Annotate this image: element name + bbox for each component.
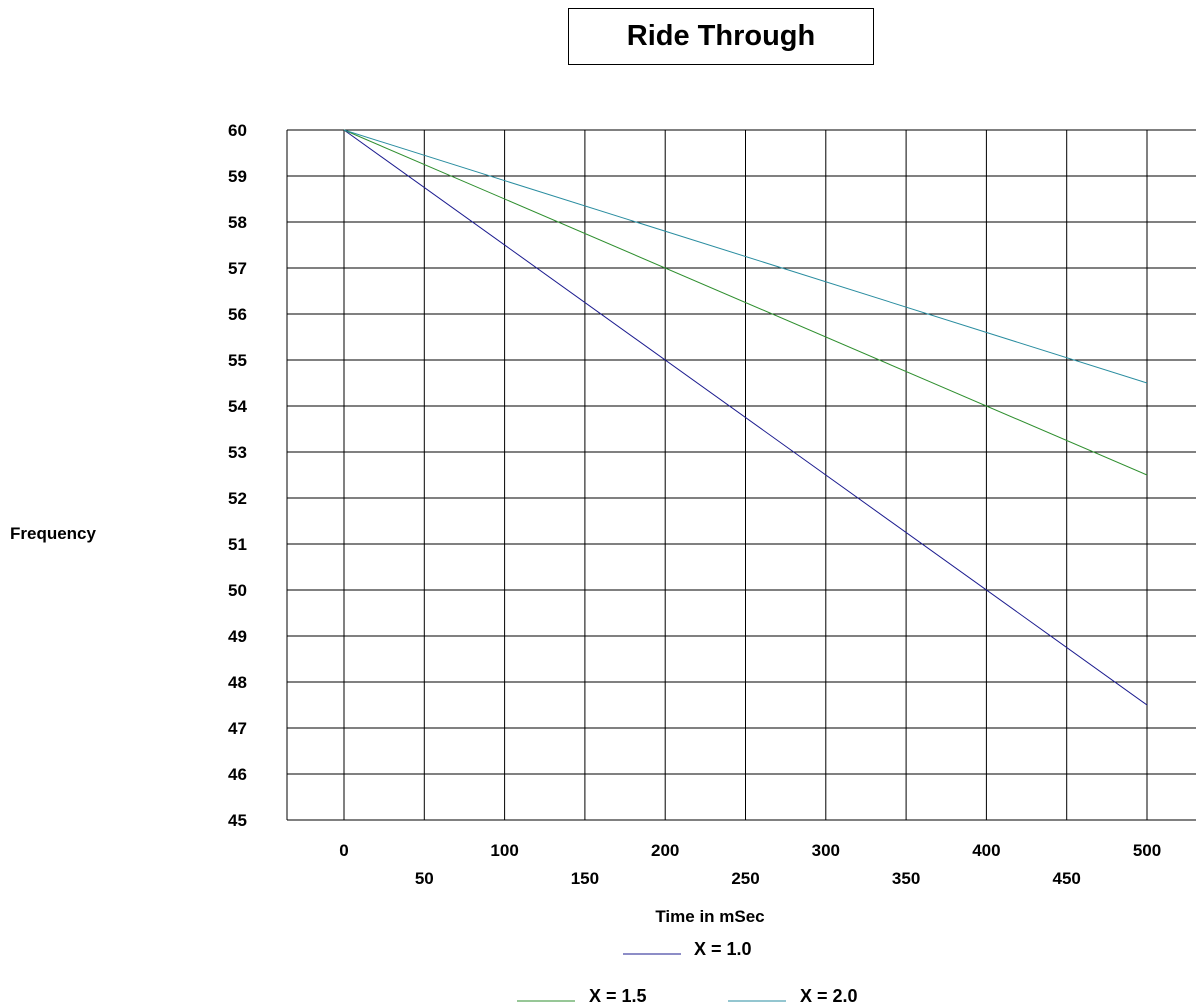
x-tick-label: 50 [415,869,434,888]
x-axis-label: Time in mSec [655,907,764,926]
y-tick-label: 55 [228,351,247,370]
y-tick-label: 60 [228,121,247,140]
x-tick-label: 250 [731,869,759,888]
y-tick-label: 52 [228,489,247,508]
x-tick-label: 500 [1133,841,1161,860]
x-tick-label: 100 [490,841,518,860]
series-line-1 [343,129,1148,706]
y-tick-label: 57 [228,259,247,278]
y-tick-label: 47 [228,719,247,738]
legend-label-3: X = 2.0 [800,986,858,1006]
legend-label-1: X = 1.0 [694,939,752,959]
y-tick-label: 46 [228,765,247,784]
series-lines [343,129,1148,706]
x-tick-label: 200 [651,841,679,860]
grid [286,129,1196,821]
y-tick-label: 59 [228,167,247,186]
y-tick-label: 58 [228,213,247,232]
y-tick-label: 54 [228,397,247,416]
x-tick-label: 350 [892,869,920,888]
tick-labels: 6059585756555453525150494847464505010015… [228,121,1161,888]
x-tick-label: 450 [1053,869,1081,888]
chart-title: Ride Through [568,8,874,65]
y-tick-label: 48 [228,673,247,692]
legend: X = 1.0 X = 1.5 X = 2.0 [517,939,858,1006]
x-tick-label: 300 [812,841,840,860]
legend-label-2: X = 1.5 [589,986,647,1006]
x-tick-label: 0 [339,841,348,860]
y-axis-label: Frequency [10,524,97,543]
series-line-2 [343,129,1148,476]
series-line-3 [343,129,1148,384]
x-tick-label: 400 [972,841,1000,860]
x-tick-label: 150 [571,869,599,888]
y-tick-label: 49 [228,627,247,646]
y-tick-label: 50 [228,581,247,600]
y-tick-label: 56 [228,305,247,324]
y-tick-label: 51 [228,535,247,554]
y-tick-label: 53 [228,443,247,462]
y-tick-label: 45 [228,811,247,830]
